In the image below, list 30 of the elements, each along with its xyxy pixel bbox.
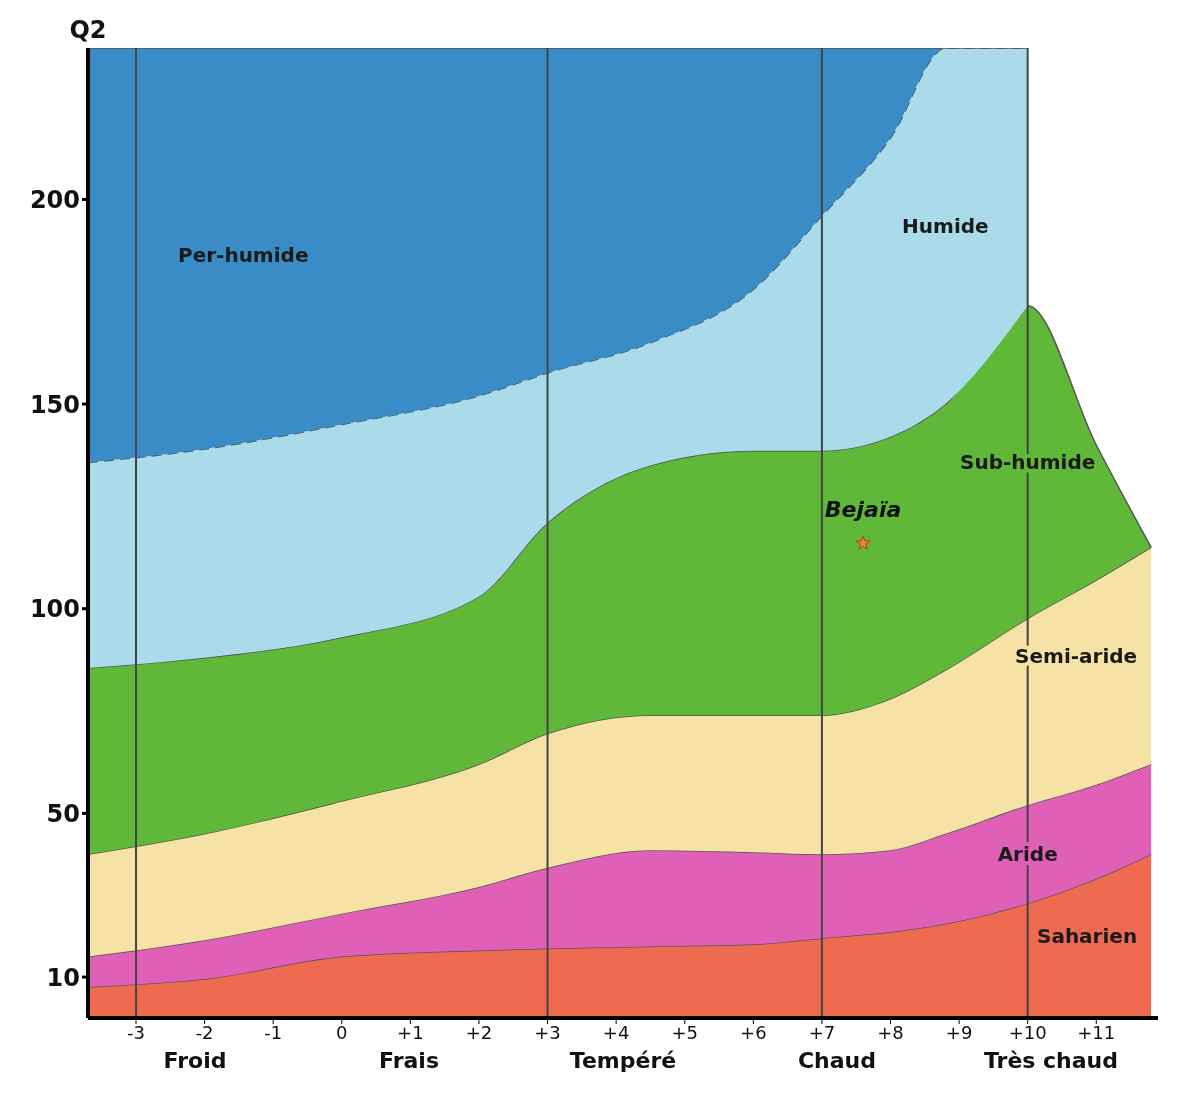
y-tick-label: 100 (29, 595, 80, 624)
series-label: Bejaïa (824, 496, 902, 522)
y-tick-label: 50 (46, 799, 80, 828)
text: Frais (379, 1048, 439, 1073)
y-tick-label: 10 (46, 963, 80, 992)
x-tick-label: +9 (945, 1021, 973, 1043)
series-label: Per-humide (178, 243, 309, 268)
text: Très chaud (983, 1048, 1119, 1073)
y-tick-label: 150 (29, 390, 80, 419)
x-tick-label: 0 (336, 1021, 348, 1043)
y-tick-label: 200 (29, 185, 80, 214)
y-axis-title: Q2 (69, 16, 107, 44)
x-tick-label: +6 (740, 1021, 767, 1043)
x-tick-label: -2 (195, 1021, 214, 1043)
x-tick-label: +2 (465, 1021, 493, 1043)
x-tick-label: +3 (534, 1021, 561, 1043)
x-tick-label: -1 (264, 1021, 283, 1043)
x-tick-label: +5 (671, 1021, 698, 1043)
x-tick-label: +8 (877, 1021, 904, 1043)
text: Tempéré (569, 1048, 677, 1073)
x-tick-label: +10 (1008, 1021, 1047, 1043)
series-label: Saharien (1036, 924, 1138, 949)
x-tick-label: +11 (1077, 1021, 1116, 1043)
x-tick-label: +4 (602, 1021, 630, 1043)
x-tick-label: +1 (397, 1021, 424, 1043)
text: Chaud (797, 1048, 877, 1073)
x-tick-label: -3 (127, 1021, 145, 1043)
text: Froid (163, 1048, 227, 1073)
series-label: Humide (902, 214, 989, 239)
x-tick-label: +7 (808, 1021, 836, 1043)
